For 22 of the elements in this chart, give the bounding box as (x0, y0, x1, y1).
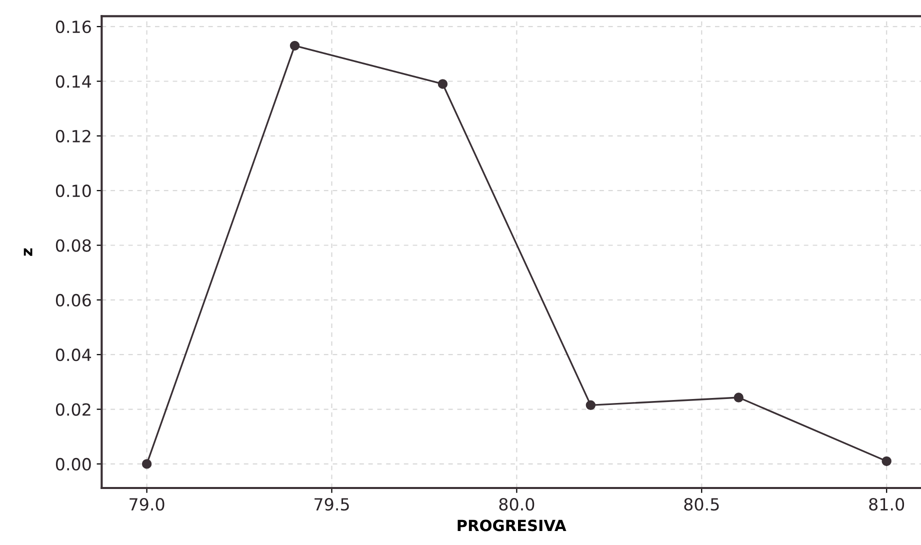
point (290, 40, 300, 51)
x-tick-label: 79.0 (130, 498, 164, 511)
point (586, 400, 596, 410)
point (438, 79, 448, 89)
x-tick-label: 79.5 (314, 498, 349, 511)
y-tick-label: 0.02 (56, 403, 90, 416)
y-tick-label: 0.04 (56, 348, 92, 362)
y-tick-label: 0.06 (56, 294, 91, 306)
point (882, 456, 892, 466)
y-tick-label: 0.08 (56, 239, 91, 252)
point (142, 459, 152, 469)
y-tick-label: 0.00 (56, 458, 91, 471)
y-tick-label: 0.16 (56, 20, 91, 34)
y-axis-title: z (24, 248, 32, 256)
x-tick-label: 80.0 (499, 498, 534, 511)
x-tick-label: 81.0 (869, 498, 904, 511)
x-tick-label: 80.5 (684, 498, 719, 511)
y-tick-label: 0.10 (56, 184, 91, 198)
point (734, 392, 744, 402)
y-tick-label: 0.14 (56, 75, 92, 88)
y-tick-label: 0.12 (56, 130, 90, 142)
x-axis-title: PROGRESIVA (458, 520, 566, 532)
